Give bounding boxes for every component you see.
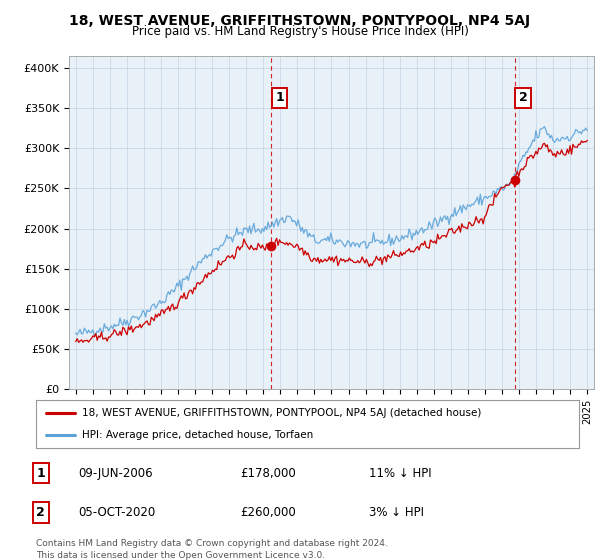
Text: 18, WEST AVENUE, GRIFFITHSTOWN, PONTYPOOL, NP4 5AJ (detached house): 18, WEST AVENUE, GRIFFITHSTOWN, PONTYPOO… <box>82 408 482 418</box>
Text: 1: 1 <box>275 91 284 104</box>
Text: 3% ↓ HPI: 3% ↓ HPI <box>369 506 424 519</box>
Text: 2: 2 <box>37 506 45 519</box>
Text: 1: 1 <box>37 466 45 480</box>
Text: 2: 2 <box>519 91 528 104</box>
Text: 11% ↓ HPI: 11% ↓ HPI <box>369 466 431 480</box>
Text: £260,000: £260,000 <box>240 506 296 519</box>
Text: 09-JUN-2006: 09-JUN-2006 <box>78 466 152 480</box>
Text: £178,000: £178,000 <box>240 466 296 480</box>
Text: Contains HM Land Registry data © Crown copyright and database right 2024.
This d: Contains HM Land Registry data © Crown c… <box>36 539 388 559</box>
Text: 18, WEST AVENUE, GRIFFITHSTOWN, PONTYPOOL, NP4 5AJ: 18, WEST AVENUE, GRIFFITHSTOWN, PONTYPOO… <box>70 14 530 28</box>
Text: 05-OCT-2020: 05-OCT-2020 <box>78 506 155 519</box>
Text: Price paid vs. HM Land Registry's House Price Index (HPI): Price paid vs. HM Land Registry's House … <box>131 25 469 38</box>
Text: HPI: Average price, detached house, Torfaen: HPI: Average price, detached house, Torf… <box>82 430 313 440</box>
